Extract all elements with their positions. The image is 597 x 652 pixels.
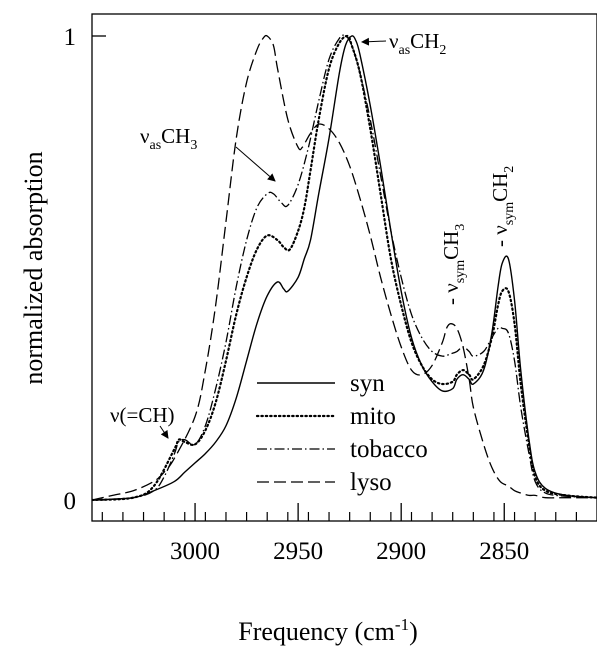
- x-axis-label-text: Frequency (cm: [238, 617, 395, 646]
- series-line-lyso: [92, 34, 597, 501]
- annotation-vsym-ch3: - νsymCH3: [439, 224, 468, 305]
- legend-label-tobacco: tobacco: [350, 436, 428, 463]
- x-tick-label: 3000: [170, 538, 220, 565]
- annotation-arrow-vas-ch2: [361, 37, 387, 46]
- series-layer: [92, 34, 597, 502]
- annotation-vsym-ch2: - νsymCH2: [488, 166, 517, 247]
- series-line-tobacco: [92, 34, 597, 501]
- annotation-arrow-v-ch: [159, 425, 169, 439]
- annotation-vas-ch2: νasCH2: [389, 29, 446, 58]
- y-tick-label: 0: [64, 488, 77, 515]
- annotation-arrow-vas-ch3: [235, 146, 276, 182]
- annotation-vas-ch3: νasCH3: [140, 124, 197, 153]
- x-axis-label-exponent: -1: [395, 615, 409, 634]
- legend: syn mito tobacco lyso: [255, 370, 428, 496]
- annotation-v-ch: ν(=CH): [110, 403, 175, 427]
- plot-frame: [91, 13, 597, 522]
- x-tick-label: 2900: [376, 538, 426, 565]
- legend-label-mito: mito: [350, 403, 396, 430]
- annotations: νasCH2 νasCH3 - νsymCH3 - νsymCH2 ν(=CH): [110, 29, 517, 439]
- legend-label-syn: syn: [350, 370, 385, 397]
- x-tick-label: 2850: [479, 538, 529, 565]
- x-axis-label-close: ): [409, 617, 418, 646]
- y-axis-label: normalized absorption: [19, 151, 48, 384]
- legend-label-lyso: lyso: [350, 469, 392, 496]
- x-tick-label: 2950: [273, 538, 323, 565]
- series-line-mito: [92, 34, 597, 502]
- series-line-syn: [92, 35, 597, 501]
- y-tick-label: 1: [64, 24, 77, 51]
- x-axis-label: Frequency (cm-1): [238, 615, 418, 646]
- ticks: 3000 2950 2900 2850 0 1: [64, 24, 577, 565]
